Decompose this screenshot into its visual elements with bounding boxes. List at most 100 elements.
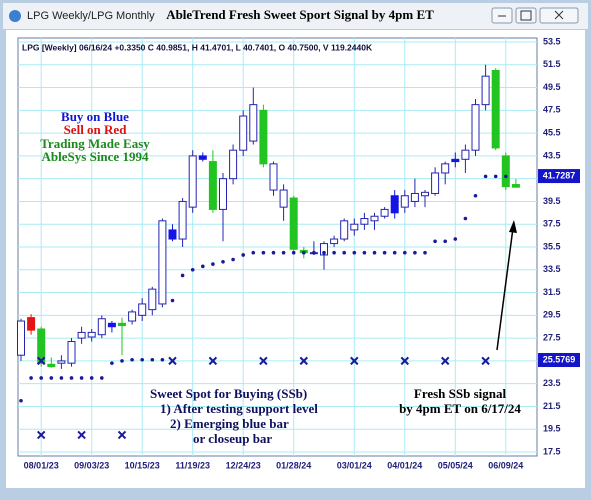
ssb-mark — [36, 356, 46, 366]
support-dot — [150, 357, 155, 362]
title-bar — [3, 3, 588, 29]
candle-body — [138, 303, 147, 316]
support-dot — [110, 361, 114, 365]
maximize-button[interactable] — [515, 7, 537, 24]
y-tick-label: 37.5 — [543, 219, 561, 229]
y-tick-label: 53.5 — [543, 36, 561, 46]
support-dot — [362, 250, 367, 255]
candle-body — [249, 104, 258, 142]
candle-body — [208, 161, 217, 210]
candle-body — [360, 218, 369, 225]
candle-body — [511, 184, 520, 188]
arrow-head — [509, 220, 517, 233]
candle-body — [380, 208, 389, 217]
candle-body — [350, 223, 359, 231]
candle-body — [289, 197, 298, 250]
candle-body — [229, 149, 238, 180]
candle-body — [87, 331, 96, 338]
y-tick-label: 47.5 — [543, 105, 561, 115]
candle-body — [67, 341, 76, 364]
ssb-mark — [481, 356, 490, 366]
chart-area — [6, 30, 585, 488]
candle-body — [451, 158, 460, 163]
support-dot — [463, 216, 468, 221]
support-dot — [19, 398, 23, 403]
annotation: Buy on Blue — [61, 109, 129, 124]
y-tick-label: 29.5 — [543, 310, 561, 320]
candle-body — [77, 331, 86, 339]
x-tick-label: 09/03/23 — [74, 460, 109, 470]
support-dot — [160, 357, 165, 362]
candle-body — [501, 155, 510, 188]
candle-body — [178, 200, 187, 240]
support-dot — [69, 376, 74, 380]
y-tick-label: 21.5 — [543, 401, 561, 411]
ssb-mark — [208, 356, 218, 366]
quote-header: LPG [Weekly] 06/16/24 +0.3350 C 40.9851,… — [22, 42, 373, 52]
support-dot — [403, 250, 407, 255]
support-dot — [29, 376, 33, 380]
price-tag-label: 41.7287 — [543, 170, 576, 180]
candle-body — [168, 229, 177, 240]
support-dot — [201, 264, 205, 269]
support-dot — [59, 376, 64, 380]
candle-body — [461, 149, 470, 160]
ssb-mark — [259, 356, 268, 366]
ssb-mark — [117, 430, 127, 440]
annotation: Sweet Spot for Buying (SSb) — [150, 386, 307, 401]
candle-body — [421, 191, 429, 197]
y-tick-label: 27.5 — [543, 332, 561, 342]
support-dot — [413, 250, 417, 255]
chart-title: AbleTrend Fresh Sweet Sport Signal by 4p… — [166, 7, 434, 22]
support-dot — [180, 273, 185, 278]
candle-body — [370, 215, 379, 222]
ssb-mark — [36, 430, 46, 440]
support-dot — [100, 376, 104, 380]
annotation: AbleSys Since 1994 — [42, 149, 149, 164]
support-dot — [473, 193, 478, 198]
candle-body — [441, 163, 450, 174]
signal-arrow — [496, 227, 514, 351]
support-dot — [312, 250, 316, 255]
window-title: LPG Weekly/LPG Monthly — [27, 10, 155, 22]
ssb-mark — [168, 356, 177, 366]
support-dot — [190, 267, 195, 272]
candle-body — [340, 220, 349, 240]
y-tick-label: 39.5 — [543, 196, 561, 206]
annotation: by 4pm ET on 6/17/24 — [399, 401, 521, 416]
x-tick-label: 10/15/23 — [125, 460, 160, 470]
candle-body — [410, 192, 419, 202]
candle-body — [128, 311, 137, 322]
support-dot — [322, 250, 326, 255]
y-tick-label: 43.5 — [543, 150, 561, 160]
support-dot — [453, 237, 458, 241]
x-tick-label: 04/01/24 — [387, 460, 422, 470]
support-dot — [261, 250, 266, 255]
y-tick-label: 45.5 — [543, 127, 561, 137]
support-dot — [49, 376, 54, 380]
candle-body — [390, 195, 399, 214]
ssb-mark — [440, 356, 450, 366]
support-dot — [352, 250, 357, 255]
support-dot — [302, 250, 306, 255]
support-dot — [372, 250, 377, 255]
support-dot — [392, 250, 397, 255]
support-dot — [130, 357, 134, 362]
candle-body — [259, 109, 268, 165]
candle-body — [17, 320, 25, 356]
candle-body — [97, 318, 106, 336]
x-tick-label: 03/01/24 — [337, 460, 372, 470]
y-tick-label: 17.5 — [543, 446, 561, 456]
candle-body — [239, 115, 248, 151]
y-tick-label: 49.5 — [543, 82, 561, 92]
support-dot — [332, 250, 336, 255]
support-dot — [251, 250, 256, 255]
y-tick-label: 19.5 — [543, 424, 561, 434]
ssb-mark — [77, 430, 86, 440]
support-dot — [423, 250, 427, 255]
price-tag — [538, 169, 580, 184]
support-dot — [291, 250, 296, 255]
candle-body — [47, 363, 56, 368]
candle-body — [37, 328, 46, 364]
annotation: or closeup bar — [193, 431, 272, 446]
